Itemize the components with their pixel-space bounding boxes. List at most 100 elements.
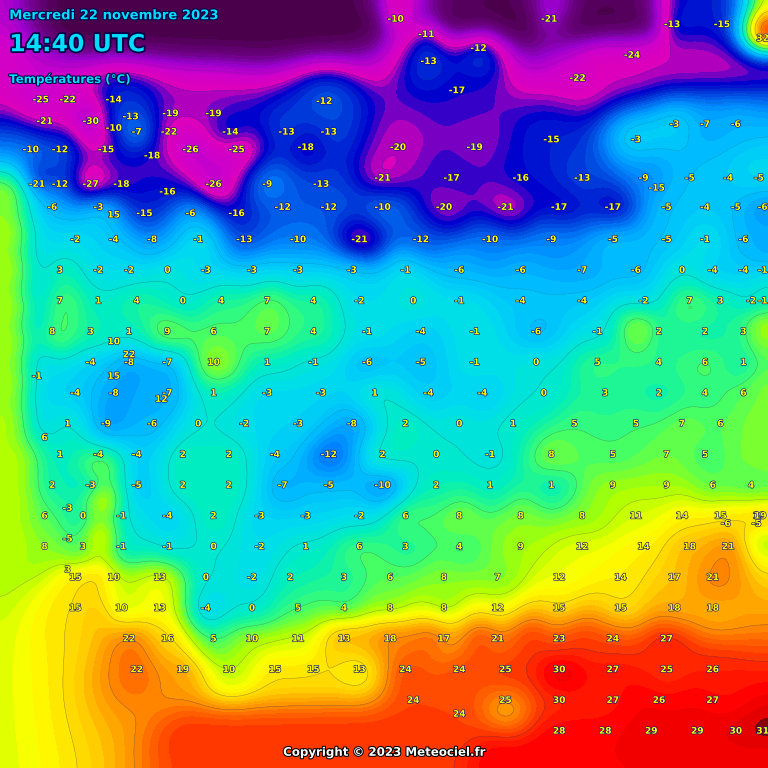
Text: 22: 22 (131, 665, 143, 674)
Text: 8: 8 (49, 327, 55, 336)
Text: 1: 1 (95, 296, 101, 306)
Text: -9: -9 (546, 235, 557, 244)
Text: -18: -18 (113, 180, 130, 189)
Text: -6: -6 (185, 209, 196, 218)
Text: -5: -5 (661, 203, 672, 212)
Text: -7: -7 (577, 266, 588, 275)
Text: 1: 1 (372, 389, 378, 398)
Text: -3: -3 (254, 511, 265, 521)
Text: 3: 3 (717, 296, 723, 306)
Text: 8: 8 (441, 604, 447, 613)
Text: 28: 28 (599, 727, 611, 736)
Text: 19: 19 (754, 511, 766, 521)
Text: 25: 25 (499, 696, 511, 705)
Text: -4: -4 (108, 235, 119, 244)
Text: -6: -6 (720, 519, 731, 528)
Text: -5: -5 (753, 174, 764, 183)
Text: 1: 1 (740, 358, 746, 367)
Text: -20: -20 (390, 143, 406, 152)
Text: -12: -12 (412, 235, 429, 244)
Text: -30: -30 (83, 117, 98, 126)
Text: 8: 8 (548, 450, 554, 459)
Text: -2: -2 (124, 266, 134, 275)
Text: 1: 1 (487, 481, 493, 490)
Text: 6: 6 (402, 511, 409, 521)
Text: -4: -4 (70, 389, 81, 398)
Text: 4: 4 (218, 296, 224, 306)
Text: -18: -18 (144, 151, 161, 161)
Text: -1: -1 (193, 235, 204, 244)
Text: -8: -8 (108, 389, 119, 398)
Text: 6: 6 (356, 542, 362, 551)
Text: -5: -5 (661, 235, 672, 244)
Text: 24: 24 (399, 665, 412, 674)
Text: -15: -15 (136, 209, 153, 218)
Text: 14: 14 (614, 573, 627, 582)
Text: -6: -6 (454, 266, 465, 275)
Text: -22: -22 (161, 127, 177, 137)
Text: 15: 15 (269, 665, 281, 674)
Text: 6: 6 (717, 419, 723, 429)
Text: -8: -8 (147, 235, 157, 244)
Text: -13: -13 (420, 57, 437, 66)
Text: 26: 26 (653, 696, 665, 705)
Text: -1: -1 (454, 296, 465, 306)
Text: -3: -3 (300, 511, 311, 521)
Text: 4: 4 (310, 327, 316, 336)
Text: -12: -12 (51, 145, 68, 154)
Text: -1: -1 (757, 296, 768, 306)
Text: 8: 8 (41, 542, 48, 551)
Text: -10: -10 (290, 235, 306, 244)
Text: 18: 18 (707, 604, 719, 613)
Text: 9: 9 (518, 542, 524, 551)
Text: -15: -15 (713, 20, 730, 29)
Text: 9: 9 (664, 481, 670, 490)
Text: 6: 6 (702, 358, 708, 367)
Text: -4: -4 (577, 296, 588, 306)
Text: -4: -4 (700, 203, 710, 212)
Text: -13: -13 (320, 127, 337, 137)
Text: 2: 2 (656, 327, 662, 336)
Text: 27: 27 (607, 665, 619, 674)
Text: -3: -3 (293, 266, 303, 275)
Text: -21: -21 (351, 235, 368, 244)
Text: -4: -4 (477, 389, 488, 398)
Text: 1: 1 (510, 419, 516, 429)
Text: -6: -6 (757, 203, 768, 212)
Text: -9: -9 (638, 174, 649, 183)
Text: -1: -1 (162, 542, 173, 551)
Text: 4: 4 (656, 358, 662, 367)
Text: -5: -5 (730, 203, 741, 212)
Text: 3: 3 (65, 565, 71, 574)
Text: -25: -25 (32, 95, 49, 104)
Text: 17: 17 (668, 573, 680, 582)
Text: 25: 25 (499, 665, 511, 674)
Text: -3: -3 (93, 203, 104, 212)
Text: 3: 3 (602, 389, 608, 398)
Text: -6: -6 (738, 235, 749, 244)
Text: 1: 1 (126, 327, 132, 336)
Text: -13: -13 (313, 180, 329, 189)
Text: 0: 0 (533, 358, 539, 367)
Text: 24: 24 (453, 665, 465, 674)
Text: -3: -3 (262, 389, 273, 398)
Text: 2: 2 (226, 450, 232, 459)
Text: 15: 15 (553, 604, 565, 613)
Text: -8: -8 (124, 358, 134, 367)
Text: -11: -11 (418, 30, 435, 39)
Text: 11: 11 (630, 511, 642, 521)
Text: 28: 28 (553, 727, 565, 736)
Text: -22: -22 (569, 74, 586, 83)
Text: -4: -4 (738, 266, 749, 275)
Text: 18: 18 (384, 634, 396, 644)
Text: 31: 31 (756, 727, 768, 736)
Text: -17: -17 (604, 203, 621, 212)
Text: -2: -2 (354, 296, 365, 306)
Text: -5: -5 (415, 358, 426, 367)
Text: 7: 7 (495, 573, 501, 582)
Text: -5: -5 (131, 481, 142, 490)
Text: -2: -2 (254, 542, 265, 551)
Text: -4: -4 (270, 450, 280, 459)
Text: -2: -2 (70, 235, 81, 244)
Text: 5: 5 (594, 358, 601, 367)
